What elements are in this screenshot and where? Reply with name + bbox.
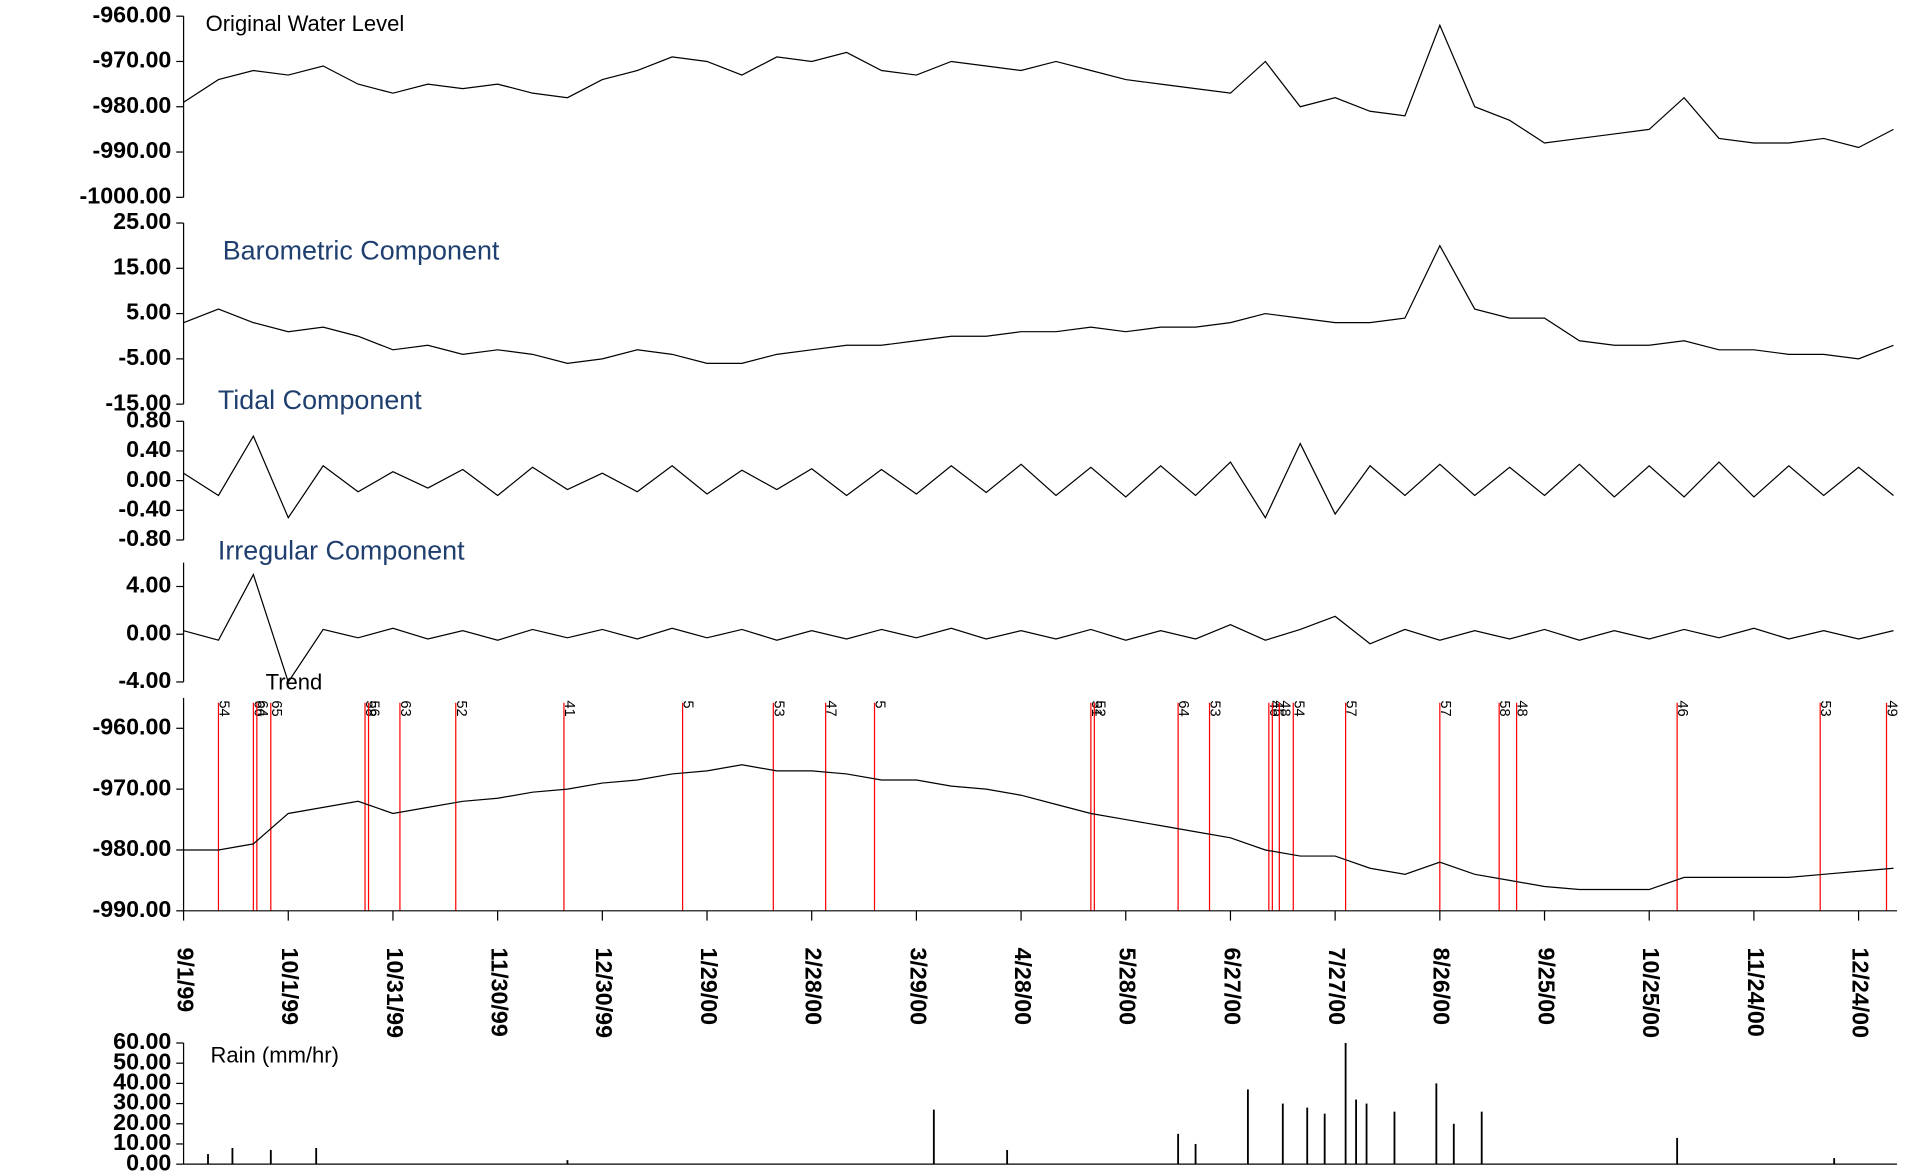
event-label: 53 bbox=[770, 700, 786, 716]
bar bbox=[1833, 1158, 1835, 1164]
bar bbox=[1177, 1134, 1179, 1164]
bar bbox=[207, 1154, 209, 1164]
event-label: 54 bbox=[215, 700, 231, 716]
event-label: 5 bbox=[872, 700, 888, 708]
bar bbox=[232, 1148, 234, 1164]
event-label: 52 bbox=[1091, 700, 1107, 716]
x-tick-label: 9/1/99 bbox=[172, 948, 198, 1013]
event-label: 64 bbox=[1175, 700, 1191, 716]
event-label: 53 bbox=[1817, 700, 1833, 716]
y-tick-label: -970.00 bbox=[92, 774, 171, 800]
event-label: 48 bbox=[1514, 700, 1530, 716]
y-tick-label: -970.00 bbox=[92, 47, 171, 73]
y-tick-label: 0.00 bbox=[126, 619, 171, 645]
event-label: 46 bbox=[1674, 700, 1690, 716]
y-tick-label: 0.00 bbox=[126, 466, 171, 492]
bar bbox=[1394, 1112, 1396, 1165]
x-tick-label: 6/27/00 bbox=[1219, 948, 1245, 1026]
event-label: 47 bbox=[823, 700, 839, 716]
y-tick-label: -1000.00 bbox=[80, 182, 172, 208]
bar bbox=[1282, 1104, 1284, 1165]
x-tick-label: 10/1/99 bbox=[277, 948, 303, 1026]
bar bbox=[1355, 1100, 1357, 1165]
event-label: 54 bbox=[1290, 700, 1306, 716]
bar bbox=[1247, 1089, 1249, 1164]
bar bbox=[1195, 1144, 1197, 1164]
y-tick-label: -4.00 bbox=[118, 667, 171, 693]
x-tick-label: 9/25/00 bbox=[1533, 948, 1559, 1026]
x-tick-label: 10/31/99 bbox=[382, 948, 408, 1039]
y-tick-label: -990.00 bbox=[92, 137, 171, 163]
event-label: 41 bbox=[561, 700, 577, 716]
event-label: 57 bbox=[1343, 700, 1359, 716]
y-tick-label: -960.00 bbox=[92, 713, 171, 739]
panel-title: Tidal Component bbox=[218, 385, 422, 415]
x-tick-label: 5/28/00 bbox=[1115, 948, 1141, 1026]
y-tick-label: -0.80 bbox=[118, 525, 171, 551]
event-label: 63 bbox=[397, 700, 413, 716]
chart: Original Water Level Barometric Componen… bbox=[0, 0, 1919, 1173]
bar bbox=[1481, 1112, 1483, 1165]
bar bbox=[1453, 1124, 1455, 1164]
y-tick-label: 4.00 bbox=[126, 572, 171, 598]
event-label: 5 bbox=[680, 700, 696, 708]
x-tick-label: 10/25/00 bbox=[1638, 948, 1664, 1039]
bar bbox=[1006, 1150, 1008, 1164]
y-tick-label: -980.00 bbox=[92, 92, 171, 118]
event-label: 52 bbox=[453, 700, 469, 716]
event-label: 65 bbox=[268, 700, 284, 716]
y-tick-label: -990.00 bbox=[92, 896, 171, 922]
y-tick-label: 25.00 bbox=[113, 208, 171, 234]
panel-title: Barometric Component bbox=[223, 236, 500, 266]
y-tick-label: 15.00 bbox=[113, 253, 171, 279]
x-tick-label: 8/26/00 bbox=[1429, 948, 1455, 1026]
event-label: 49 bbox=[1884, 700, 1900, 716]
bar bbox=[1676, 1138, 1678, 1164]
event-label: 53 bbox=[1207, 700, 1223, 716]
x-tick-label: 2/28/00 bbox=[801, 948, 827, 1026]
y-tick-label: 60.00 bbox=[113, 1028, 171, 1054]
x-tick-label: 1/29/00 bbox=[696, 948, 722, 1026]
y-tick-label: -0.40 bbox=[118, 495, 171, 521]
x-tick-label: 11/24/00 bbox=[1743, 948, 1769, 1037]
panel-title: Original Water Level bbox=[206, 11, 405, 36]
bar bbox=[1366, 1104, 1368, 1165]
y-tick-label: 0.80 bbox=[126, 406, 171, 432]
event-label: 57 bbox=[1437, 700, 1453, 716]
x-tick-label: 11/30/99 bbox=[487, 948, 513, 1037]
bar bbox=[270, 1150, 272, 1164]
bar bbox=[1324, 1114, 1326, 1164]
x-tick-label: 12/30/99 bbox=[591, 948, 617, 1039]
bar bbox=[1345, 1043, 1347, 1164]
event-label: 56 bbox=[366, 700, 382, 716]
y-tick-label: 5.00 bbox=[126, 299, 171, 325]
bar bbox=[933, 1110, 935, 1165]
y-tick-label: 0.40 bbox=[126, 436, 171, 462]
x-tick-label: 3/29/00 bbox=[905, 948, 931, 1026]
x-tick-label: 4/28/00 bbox=[1010, 948, 1036, 1026]
x-tick-label: 7/27/00 bbox=[1324, 948, 1350, 1026]
panel-title: Rain (mm/hr) bbox=[211, 1043, 339, 1068]
event-label: 58 bbox=[1496, 700, 1512, 716]
bar bbox=[315, 1148, 317, 1164]
panel-title: Irregular Component bbox=[218, 536, 465, 566]
x-tick-label: 12/24/00 bbox=[1847, 948, 1873, 1039]
y-tick-label: -980.00 bbox=[92, 835, 171, 861]
y-tick-label: -5.00 bbox=[118, 344, 171, 370]
bar bbox=[1435, 1083, 1437, 1164]
bar bbox=[1306, 1108, 1308, 1165]
y-tick-label: -960.00 bbox=[92, 1, 171, 27]
